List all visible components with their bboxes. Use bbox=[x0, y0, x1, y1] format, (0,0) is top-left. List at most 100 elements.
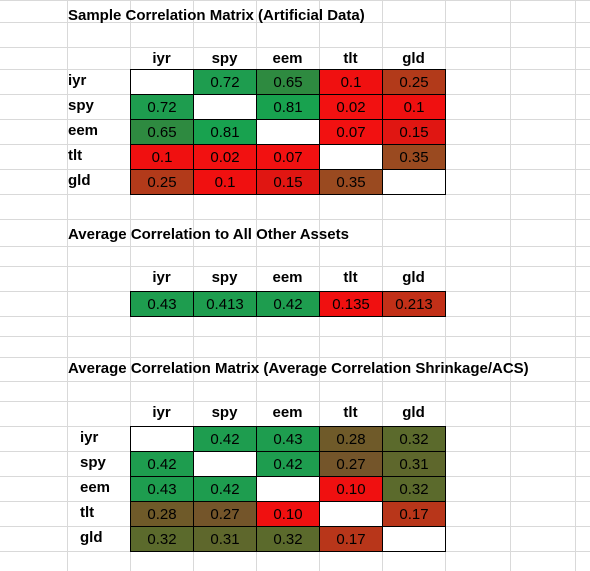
column-header-gld: gld bbox=[402, 404, 425, 421]
row-label-spy: spy bbox=[80, 454, 106, 471]
correlation-cell[interactable]: 0.42 bbox=[256, 291, 320, 317]
correlation-cell[interactable]: 0.1 bbox=[130, 144, 194, 170]
column-header-gld: gld bbox=[402, 50, 425, 67]
correlation-cell[interactable] bbox=[193, 94, 257, 120]
table-title-average-correlation: Average Correlation to All Other Assets bbox=[68, 226, 349, 243]
correlation-cell[interactable] bbox=[256, 476, 320, 502]
correlation-cell[interactable]: 0.28 bbox=[130, 501, 194, 527]
column-header-gld: gld bbox=[402, 269, 425, 286]
correlation-cell[interactable]: 0.42 bbox=[130, 451, 194, 477]
table-title-sample-correlation: Sample Correlation Matrix (Artificial Da… bbox=[68, 7, 365, 24]
correlation-cell[interactable]: 0.42 bbox=[193, 426, 257, 452]
correlation-cell[interactable] bbox=[382, 169, 446, 195]
correlation-cell[interactable]: 0.1 bbox=[382, 94, 446, 120]
row-label-gld: gld bbox=[80, 529, 103, 546]
gridline-vertical bbox=[130, 0, 131, 571]
correlation-cell[interactable]: 0.02 bbox=[193, 144, 257, 170]
correlation-cell[interactable]: 0.27 bbox=[319, 451, 383, 477]
gridline-horizontal bbox=[0, 357, 590, 358]
gridline-vertical bbox=[319, 0, 320, 571]
correlation-cell[interactable]: 0.10 bbox=[319, 476, 383, 502]
correlation-cell[interactable] bbox=[130, 426, 194, 452]
correlation-cell[interactable] bbox=[319, 144, 383, 170]
correlation-cell[interactable]: 0.32 bbox=[382, 426, 446, 452]
correlation-cell[interactable]: 0.65 bbox=[130, 119, 194, 145]
gridline-vertical bbox=[445, 0, 446, 571]
column-header-tlt: tlt bbox=[343, 404, 358, 421]
correlation-cell[interactable]: 0.15 bbox=[382, 119, 446, 145]
correlation-cell[interactable]: 0.43 bbox=[130, 291, 194, 317]
correlation-cell[interactable]: 0.42 bbox=[256, 451, 320, 477]
correlation-cell[interactable]: 0.17 bbox=[382, 501, 446, 527]
gridline-horizontal bbox=[0, 47, 590, 48]
column-header-iyr: iyr bbox=[152, 404, 171, 421]
correlation-cell[interactable]: 0.81 bbox=[193, 119, 257, 145]
correlation-cell[interactable] bbox=[256, 119, 320, 145]
correlation-cell[interactable]: 0.25 bbox=[130, 169, 194, 195]
correlation-cell[interactable]: 0.28 bbox=[319, 426, 383, 452]
gridline-vertical bbox=[510, 0, 511, 571]
correlation-cell[interactable] bbox=[130, 69, 194, 95]
column-header-tlt: tlt bbox=[343, 269, 358, 286]
correlation-cell[interactable]: 0.31 bbox=[193, 526, 257, 552]
correlation-cell[interactable] bbox=[193, 451, 257, 477]
column-header-iyr: iyr bbox=[152, 50, 171, 67]
gridline-vertical bbox=[575, 0, 576, 571]
row-label-gld: gld bbox=[68, 172, 91, 189]
correlation-cell[interactable]: 0.10 bbox=[256, 501, 320, 527]
column-header-eem: eem bbox=[272, 269, 303, 286]
correlation-cell[interactable]: 0.43 bbox=[130, 476, 194, 502]
correlation-cell[interactable]: 0.42 bbox=[193, 476, 257, 502]
correlation-cell[interactable]: 0.27 bbox=[193, 501, 257, 527]
gridline-horizontal bbox=[0, 381, 590, 382]
correlation-cell[interactable]: 0.213 bbox=[382, 291, 446, 317]
correlation-cell[interactable]: 0.1 bbox=[193, 169, 257, 195]
correlation-cell[interactable]: 0.07 bbox=[256, 144, 320, 170]
column-header-eem: eem bbox=[272, 50, 303, 67]
table-title-acs-matrix: Average Correlation Matrix (Average Corr… bbox=[68, 360, 529, 377]
correlation-cell[interactable]: 0.25 bbox=[382, 69, 446, 95]
gridline-vertical bbox=[193, 0, 194, 571]
correlation-cell[interactable]: 0.43 bbox=[256, 426, 320, 452]
correlation-cell[interactable]: 0.17 bbox=[319, 526, 383, 552]
correlation-cell[interactable]: 0.31 bbox=[382, 451, 446, 477]
correlation-cell[interactable]: 0.1 bbox=[319, 69, 383, 95]
column-header-spy: spy bbox=[211, 269, 238, 286]
correlation-cell[interactable]: 0.65 bbox=[256, 69, 320, 95]
correlation-cell[interactable]: 0.15 bbox=[256, 169, 320, 195]
gridline-horizontal bbox=[0, 401, 590, 402]
gridline-horizontal bbox=[0, 0, 590, 1]
correlation-cell[interactable]: 0.32 bbox=[382, 476, 446, 502]
column-header-eem: eem bbox=[272, 404, 303, 421]
correlation-cell[interactable]: 0.07 bbox=[319, 119, 383, 145]
row-label-iyr: iyr bbox=[68, 72, 87, 89]
gridline-vertical bbox=[67, 0, 68, 571]
correlation-cell[interactable]: 0.35 bbox=[382, 144, 446, 170]
gridline-vertical bbox=[256, 0, 257, 571]
column-header-tlt: tlt bbox=[343, 50, 358, 67]
correlation-cell[interactable]: 0.135 bbox=[319, 291, 383, 317]
correlation-cell[interactable]: 0.32 bbox=[130, 526, 194, 552]
gridline-vertical bbox=[382, 0, 383, 571]
gridline-horizontal bbox=[0, 219, 590, 220]
correlation-cell[interactable]: 0.02 bbox=[319, 94, 383, 120]
row-label-spy: spy bbox=[68, 97, 94, 114]
column-header-iyr: iyr bbox=[152, 269, 171, 286]
gridline-horizontal bbox=[0, 22, 590, 23]
correlation-cell[interactable]: 0.35 bbox=[319, 169, 383, 195]
gridline-horizontal bbox=[0, 266, 590, 267]
correlation-cell[interactable]: 0.81 bbox=[256, 94, 320, 120]
column-header-spy: spy bbox=[211, 404, 238, 421]
row-label-iyr: iyr bbox=[80, 429, 99, 446]
gridline-horizontal bbox=[0, 336, 590, 337]
correlation-cell[interactable] bbox=[319, 501, 383, 527]
column-header-spy: spy bbox=[211, 50, 238, 67]
row-label-tlt: tlt bbox=[80, 504, 95, 521]
correlation-cell[interactable]: 0.72 bbox=[193, 69, 257, 95]
correlation-cell[interactable]: 0.72 bbox=[130, 94, 194, 120]
gridline-horizontal bbox=[0, 246, 590, 247]
correlation-cell[interactable]: 0.413 bbox=[193, 291, 257, 317]
correlation-cell[interactable]: 0.32 bbox=[256, 526, 320, 552]
correlation-cell[interactable] bbox=[382, 526, 446, 552]
